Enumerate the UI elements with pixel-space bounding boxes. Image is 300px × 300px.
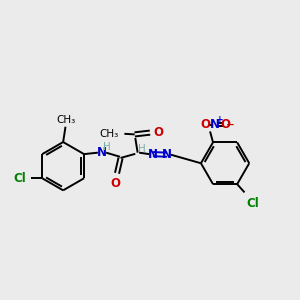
Text: H: H xyxy=(103,142,111,152)
Text: CH₃: CH₃ xyxy=(99,129,118,139)
Text: H: H xyxy=(138,143,145,154)
Text: O: O xyxy=(111,177,121,190)
Text: CH₃: CH₃ xyxy=(56,115,75,125)
Text: O: O xyxy=(154,126,164,139)
Text: N: N xyxy=(210,118,220,131)
Text: O: O xyxy=(200,118,210,131)
Text: Cl: Cl xyxy=(247,197,259,210)
Text: N: N xyxy=(148,148,158,160)
Text: −: − xyxy=(226,120,235,130)
Text: Cl: Cl xyxy=(13,172,26,185)
Text: N: N xyxy=(162,148,172,161)
Text: O: O xyxy=(221,118,231,131)
Text: N: N xyxy=(97,146,107,159)
Text: +: + xyxy=(216,115,224,124)
